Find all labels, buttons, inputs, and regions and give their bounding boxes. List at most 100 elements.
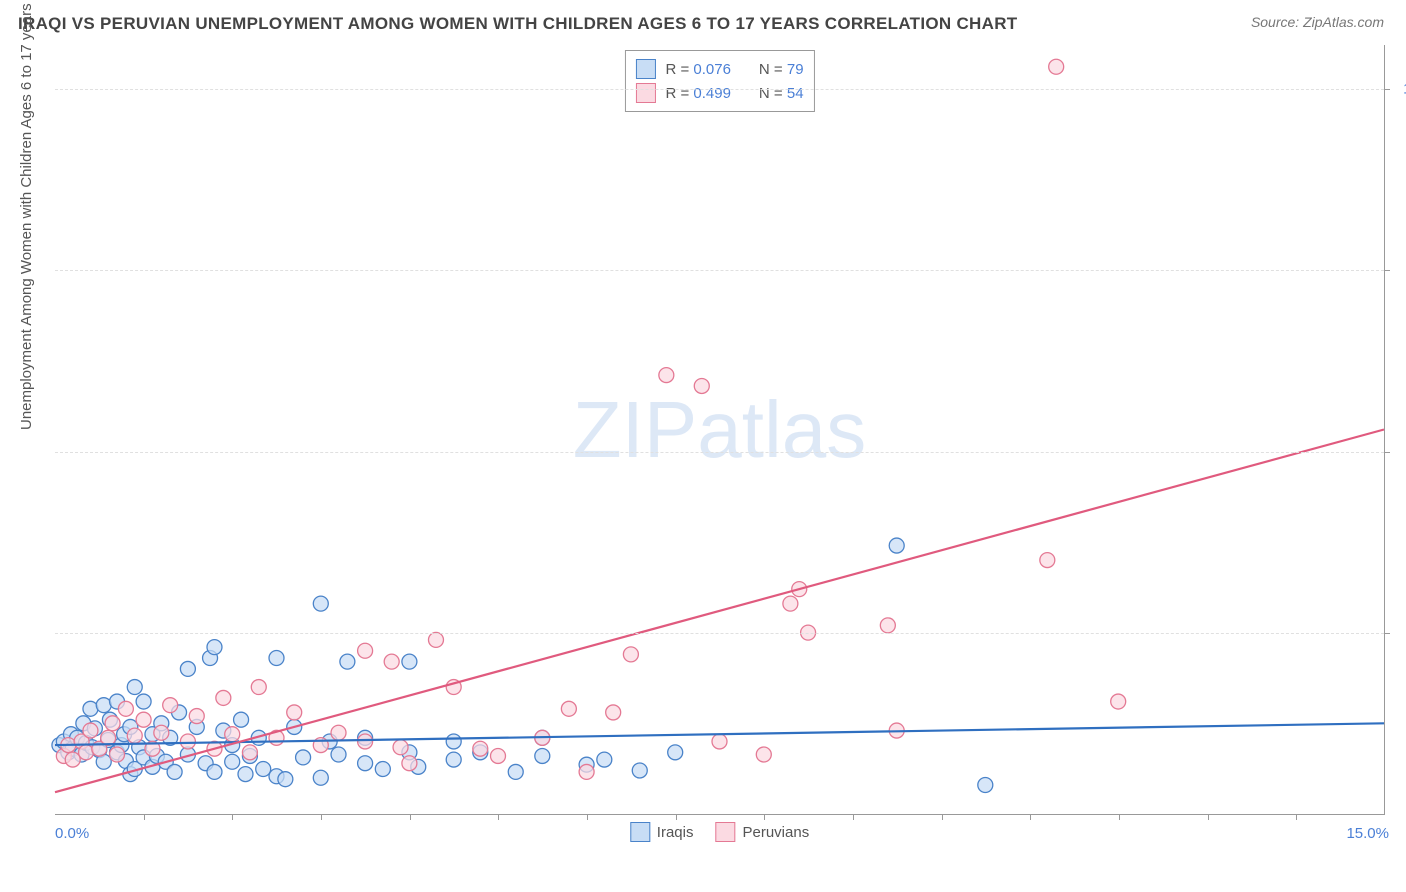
plot-area: ZIPatlas R = 0.076N = 79R = 0.499N = 54 … bbox=[55, 45, 1385, 815]
scatter-point bbox=[668, 745, 683, 760]
x-tick-mark bbox=[232, 814, 233, 820]
y-tick-label: 25.0% bbox=[1394, 625, 1406, 642]
x-tick-mark bbox=[1208, 814, 1209, 820]
scatter-point bbox=[118, 701, 133, 716]
stats-row: R = 0.076 N = 79 bbox=[635, 57, 803, 81]
scatter-point bbox=[136, 712, 151, 727]
stats-legend: R = 0.076 N = 79 R = 0.499 N = 54 bbox=[624, 50, 814, 112]
chart-title: IRAQI VS PERUVIAN UNEMPLOYMENT AMONG WOM… bbox=[18, 14, 1017, 34]
scatter-point bbox=[154, 725, 169, 740]
scatter-point bbox=[402, 654, 417, 669]
scatter-point bbox=[296, 750, 311, 765]
scatter-point bbox=[358, 643, 373, 658]
scatter-point bbox=[110, 747, 125, 762]
x-tick-mark bbox=[1296, 814, 1297, 820]
scatter-point bbox=[105, 716, 120, 731]
scatter-point bbox=[473, 741, 488, 756]
stat-n-value: 54 bbox=[787, 85, 804, 102]
legend-swatch bbox=[635, 83, 655, 103]
scatter-point bbox=[393, 740, 408, 755]
scatter-point bbox=[96, 698, 111, 713]
y-tick-mark bbox=[1384, 270, 1390, 271]
scatter-point bbox=[269, 651, 284, 666]
scatter-point bbox=[756, 747, 771, 762]
scatter-point bbox=[238, 767, 253, 782]
scatter-point bbox=[535, 748, 550, 763]
scatter-point bbox=[79, 745, 94, 760]
scatter-point bbox=[1111, 694, 1126, 709]
y-tick-label: 50.0% bbox=[1394, 443, 1406, 460]
scatter-point bbox=[216, 690, 231, 705]
legend-swatch bbox=[715, 822, 735, 842]
scatter-point bbox=[136, 694, 151, 709]
stat-r-label: R = 0.076 bbox=[665, 61, 730, 78]
x-tick-mark bbox=[676, 814, 677, 820]
x-tick-mark bbox=[498, 814, 499, 820]
legend-label: Peruvians bbox=[742, 824, 809, 841]
scatter-point bbox=[242, 745, 257, 760]
stat-n-label: N = 79 bbox=[759, 61, 804, 78]
scatter-point bbox=[889, 538, 904, 553]
gridline bbox=[55, 633, 1384, 634]
scatter-point bbox=[694, 378, 709, 393]
stat-r-value: 0.499 bbox=[693, 85, 731, 102]
scatter-point bbox=[207, 640, 222, 655]
scatter-point bbox=[234, 712, 249, 727]
y-tick-label: 100.0% bbox=[1394, 80, 1406, 97]
y-tick-mark bbox=[1384, 452, 1390, 453]
scatter-point bbox=[167, 764, 182, 779]
scatter-point bbox=[313, 596, 328, 611]
y-tick-label: 75.0% bbox=[1394, 262, 1406, 279]
scatter-point bbox=[978, 777, 993, 792]
stat-n-label: N = 54 bbox=[759, 85, 804, 102]
source-attribution: Source: ZipAtlas.com bbox=[1251, 14, 1384, 30]
scatter-point bbox=[340, 654, 355, 669]
x-tick-mark bbox=[587, 814, 588, 820]
scatter-point bbox=[428, 632, 443, 647]
scatter-point bbox=[491, 748, 506, 763]
scatter-point bbox=[189, 709, 204, 724]
stat-n-value: 79 bbox=[787, 61, 804, 78]
x-axis-start-label: 0.0% bbox=[55, 825, 89, 842]
y-axis-title: Unemployment Among Women with Children A… bbox=[18, 3, 35, 430]
scatter-point bbox=[358, 734, 373, 749]
scatter-point bbox=[287, 705, 302, 720]
scatter-point bbox=[313, 770, 328, 785]
x-tick-mark bbox=[410, 814, 411, 820]
scatter-point bbox=[1040, 553, 1055, 568]
scatter-point bbox=[712, 734, 727, 749]
scatter-point bbox=[446, 752, 461, 767]
x-tick-mark bbox=[321, 814, 322, 820]
scatter-point bbox=[402, 756, 417, 771]
scatter-point bbox=[127, 728, 142, 743]
x-tick-mark bbox=[853, 814, 854, 820]
x-tick-mark bbox=[144, 814, 145, 820]
scatter-point bbox=[1049, 59, 1064, 74]
chart-svg bbox=[55, 45, 1384, 814]
scatter-point bbox=[225, 727, 240, 742]
y-tick-mark bbox=[1384, 633, 1390, 634]
scatter-point bbox=[331, 747, 346, 762]
scatter-point bbox=[358, 756, 373, 771]
scatter-point bbox=[207, 764, 222, 779]
scatter-point bbox=[446, 734, 461, 749]
legend-swatch bbox=[630, 822, 650, 842]
scatter-point bbox=[561, 701, 576, 716]
scatter-point bbox=[632, 763, 647, 778]
scatter-point bbox=[163, 698, 178, 713]
scatter-point bbox=[83, 701, 98, 716]
scatter-point bbox=[83, 723, 98, 738]
scatter-point bbox=[331, 725, 346, 740]
scatter-point bbox=[783, 596, 798, 611]
scatter-point bbox=[508, 764, 523, 779]
legend-item: Peruvians bbox=[715, 822, 809, 842]
series-legend: Iraqis Peruvians bbox=[630, 822, 809, 842]
scatter-point bbox=[659, 368, 674, 383]
x-axis-end-label: 15.0% bbox=[1346, 825, 1389, 842]
stat-r-label: R = 0.499 bbox=[665, 85, 730, 102]
y-tick-mark bbox=[1384, 89, 1390, 90]
scatter-point bbox=[180, 661, 195, 676]
legend-label: Iraqis bbox=[657, 824, 694, 841]
gridline bbox=[55, 452, 1384, 453]
scatter-point bbox=[880, 618, 895, 633]
